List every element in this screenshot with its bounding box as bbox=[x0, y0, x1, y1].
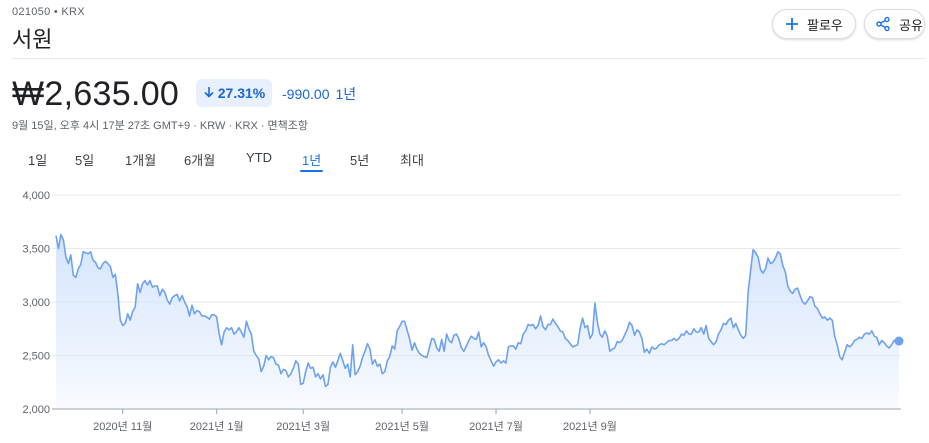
tab-label: 1년 bbox=[302, 153, 322, 168]
tab-1y[interactable]: 1년 bbox=[300, 150, 324, 172]
tab-ytd[interactable]: YTD bbox=[246, 150, 272, 165]
quote-meta: 9월 15일, 오후 4시 17분 27초 GMT+9 · KRW · KRX … bbox=[12, 120, 309, 132]
active-tab-underline bbox=[300, 170, 324, 172]
tab-1d[interactable]: 1일 bbox=[28, 150, 47, 169]
company-name: 서원 bbox=[12, 27, 53, 52]
last-price-dot bbox=[894, 336, 904, 346]
y-tick-label: 2,500 bbox=[22, 351, 50, 363]
x-tick-label: 2021년 7월 bbox=[469, 420, 523, 433]
y-tick-label: 3,000 bbox=[22, 297, 50, 309]
plus-icon bbox=[785, 17, 799, 31]
tab-max[interactable]: 최대 bbox=[400, 150, 424, 169]
arrow-down-icon bbox=[203, 85, 215, 101]
change-period: 1년 bbox=[335, 86, 357, 102]
absolute-change: -990.00 1년 bbox=[282, 84, 356, 104]
x-tick-label: 2021년 9월 bbox=[563, 420, 617, 433]
y-tick-label: 2,000 bbox=[22, 404, 50, 416]
absolute-change-value: -990.00 bbox=[282, 86, 330, 102]
tab-label: 1개월 bbox=[125, 153, 157, 168]
ticker-label: 021050 • KRX bbox=[12, 6, 85, 18]
follow-label: 팔로우 bbox=[807, 17, 843, 33]
share-label: 공유 bbox=[899, 17, 923, 33]
current-price: ₩2,635.00 bbox=[12, 75, 180, 113]
price-line bbox=[55, 233, 900, 388]
price-chart[interactable]: 4,000 3,500 3,000 2,500 2,000 2020년 11월 2021년… bbox=[0, 180, 929, 443]
x-tick-label: 2021년 1월 bbox=[190, 420, 244, 433]
tab-label: 최대 bbox=[400, 153, 424, 168]
tab-label: 1일 bbox=[28, 153, 48, 168]
header-divider bbox=[12, 58, 926, 59]
tab-1m[interactable]: 1개월 bbox=[125, 150, 156, 169]
share-button[interactable]: 공유 bbox=[864, 9, 925, 39]
percent-change: 27.31% bbox=[217, 85, 266, 101]
share-icon bbox=[875, 16, 891, 32]
percent-change-badge: 27.31% bbox=[196, 79, 272, 107]
follow-button[interactable]: 팔로우 bbox=[772, 9, 856, 39]
tab-6m[interactable]: 6개월 bbox=[184, 150, 215, 169]
x-tick-label: 2021년 3월 bbox=[276, 420, 330, 433]
tab-label: YTD bbox=[246, 150, 272, 165]
tab-5d[interactable]: 5일 bbox=[75, 150, 94, 169]
tab-5y[interactable]: 5년 bbox=[350, 150, 369, 169]
y-tick-label: 4,000 bbox=[22, 190, 50, 202]
tab-label: 6개월 bbox=[184, 153, 216, 168]
tab-label: 5일 bbox=[75, 153, 95, 168]
y-tick-label: 3,500 bbox=[22, 244, 50, 256]
x-tick-label: 2021년 5월 bbox=[375, 420, 429, 433]
price-area bbox=[56, 234, 899, 409]
x-tick-label: 2020년 11월 bbox=[93, 420, 152, 433]
tab-label: 5년 bbox=[350, 153, 370, 168]
